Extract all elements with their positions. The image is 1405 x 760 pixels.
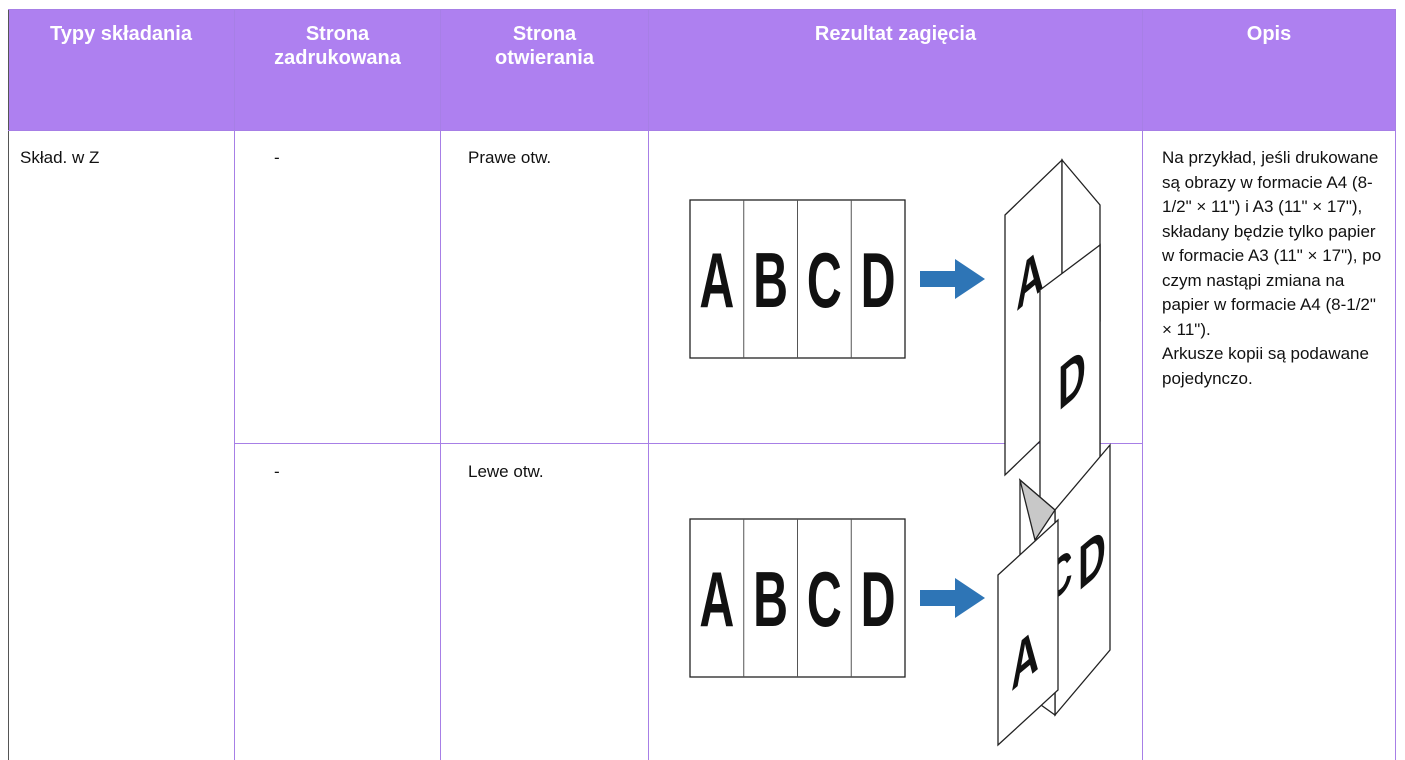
figure-letter: C xyxy=(807,555,842,643)
header-text: Strona otwierania xyxy=(495,23,594,69)
header-text: Strona zadrukowana xyxy=(274,23,401,69)
cell-text: - xyxy=(274,148,280,167)
figure-letter: D xyxy=(861,236,896,324)
cell-text: Prawe otw. xyxy=(468,148,552,167)
figure-arrow xyxy=(920,578,985,618)
header-cell: Strona otwierania xyxy=(441,10,648,130)
header-text: Opis xyxy=(1246,23,1292,45)
border xyxy=(8,9,1396,10)
figure-letter: B xyxy=(753,236,788,324)
figure-shape xyxy=(1018,478,1056,542)
header-cell: Typy składania xyxy=(8,10,234,130)
figure-letter: A xyxy=(699,236,734,324)
header-cell: Strona zadrukowana xyxy=(235,10,440,130)
figure-letter: B xyxy=(753,555,788,643)
header-text: Rezultat zagięcia xyxy=(814,23,977,45)
border xyxy=(8,130,1396,131)
figure-arrow xyxy=(920,259,985,299)
border xyxy=(440,10,441,760)
border xyxy=(8,10,9,760)
cell-text: - xyxy=(274,462,280,481)
border xyxy=(234,443,1142,444)
description-paragraph: Na przykład, jeśli drukowane są obrazy w… xyxy=(1162,148,1382,339)
description-paragraph: Arkusze kopii są podawane pojedynczo. xyxy=(1162,344,1369,388)
figure-letter: D xyxy=(861,555,896,643)
border xyxy=(234,10,235,760)
cell-text: Skład. w Z xyxy=(20,148,100,167)
cell-text: Lewe otw. xyxy=(468,462,544,481)
figure-letter: C xyxy=(807,236,842,324)
figure-letter: A xyxy=(699,555,734,643)
description: Na przykład, jeśli drukowane są obrazy w… xyxy=(1162,146,1384,391)
border xyxy=(1395,10,1396,760)
header-cell: Rezultat zagięcia xyxy=(649,10,1142,130)
figure-shape xyxy=(997,518,1059,747)
header-cell: Opis xyxy=(1143,10,1395,130)
border xyxy=(1142,10,1143,760)
border xyxy=(648,10,649,760)
header-text: Typy składania xyxy=(50,23,192,45)
